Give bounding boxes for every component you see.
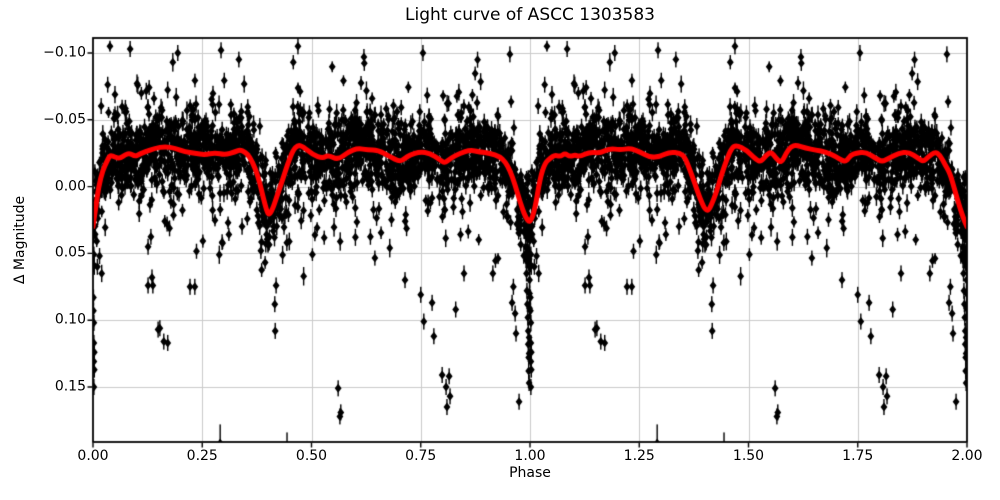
x-tick-label: 1.50 <box>732 448 765 464</box>
chart-title: Light curve of ASCC 1303583 <box>405 5 655 25</box>
x-tick-label: 0.00 <box>77 448 109 464</box>
x-tick-label: 2.00 <box>951 448 983 464</box>
y-tick-label: 0.15 <box>54 378 86 395</box>
y-tick-label: 0.05 <box>54 245 86 262</box>
x-tick-label: 0.25 <box>186 448 218 464</box>
x-tick-label: 1.00 <box>514 448 546 464</box>
x-tick-label: 1.25 <box>623 448 655 464</box>
x-tick-label: 0.75 <box>405 448 437 464</box>
y-tick-label: 0.00 <box>54 178 86 195</box>
y-tick-label: −0.10 <box>43 44 86 61</box>
y-axis-label: Δ Magnitude <box>12 195 28 285</box>
x-axis-label: Phase <box>509 465 551 481</box>
y-tick-label: −0.05 <box>43 111 86 128</box>
y-tick-label: 0.10 <box>54 311 86 328</box>
x-tick-label: 0.50 <box>295 448 328 464</box>
x-tick-label: 1.75 <box>842 448 874 464</box>
